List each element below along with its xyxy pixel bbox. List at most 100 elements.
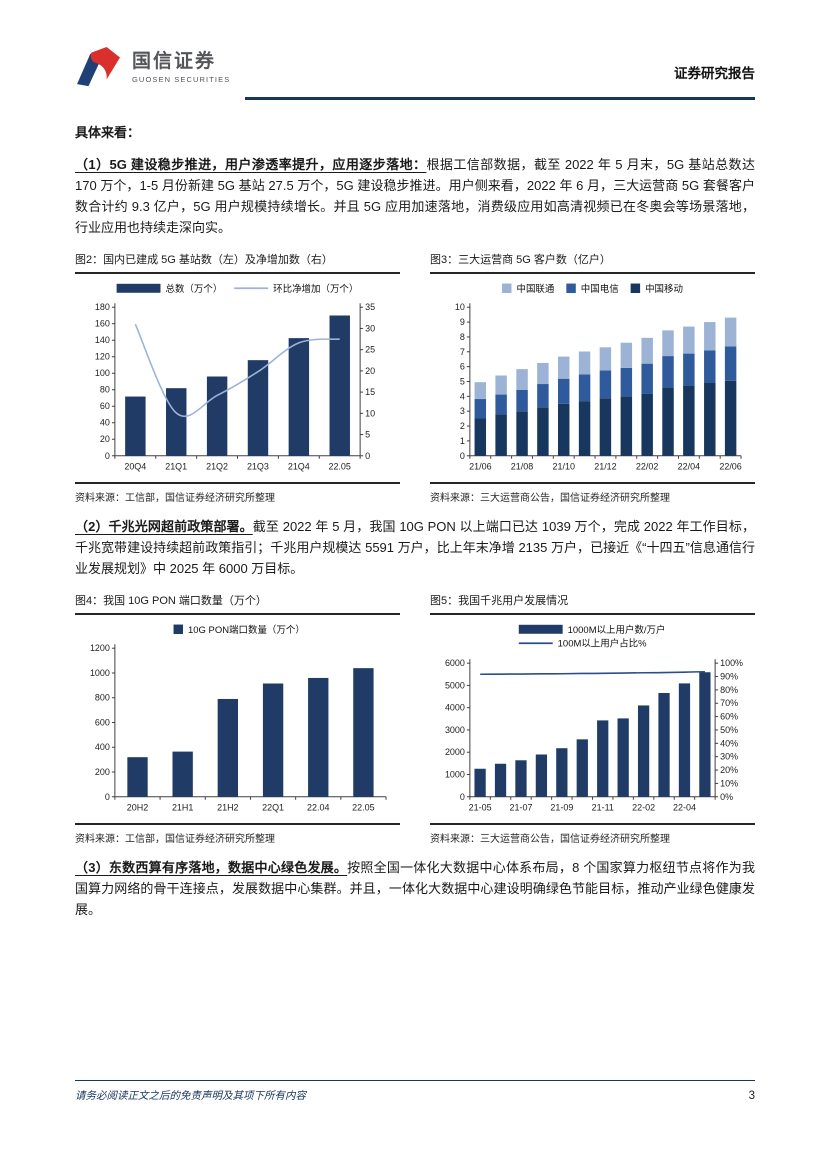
svg-text:60: 60 bbox=[100, 401, 110, 411]
svg-text:21/12: 21/12 bbox=[594, 462, 616, 472]
svg-text:5: 5 bbox=[460, 376, 465, 386]
svg-text:1200: 1200 bbox=[90, 643, 110, 653]
svg-text:40: 40 bbox=[100, 418, 110, 428]
chart-10g-pon-ports: 0 200 400 600 800 1000 1200 20H2 21H1 21H2 22Q1 22.… bbox=[90, 624, 387, 813]
svg-text:22/06: 22/06 bbox=[719, 462, 741, 472]
svg-text:21/06: 21/06 bbox=[469, 462, 491, 472]
svg-text:2000: 2000 bbox=[445, 747, 465, 757]
figure-4: 图4：我国 10G PON 端口数量（万个） 0 200 400 600 800 1000… bbox=[75, 592, 400, 845]
svg-text:200: 200 bbox=[95, 767, 110, 777]
svg-text:21Q4: 21Q4 bbox=[288, 462, 310, 472]
brand-name-en: GUOSEN SECURITIES bbox=[132, 74, 231, 84]
svg-text:20%: 20% bbox=[720, 765, 738, 775]
svg-text:20: 20 bbox=[100, 434, 110, 444]
svg-text:10G PON端口数量（万个）: 10G PON端口数量（万个） bbox=[188, 624, 305, 636]
svg-text:180: 180 bbox=[95, 302, 110, 312]
svg-text:0: 0 bbox=[460, 792, 465, 802]
svg-text:80: 80 bbox=[100, 385, 110, 395]
svg-text:8: 8 bbox=[460, 332, 465, 342]
disclaimer-text: 请务必阅读正文之后的免责声明及其项下所有内容 bbox=[75, 1090, 306, 1102]
svg-text:15: 15 bbox=[365, 387, 375, 397]
svg-text:80%: 80% bbox=[720, 685, 738, 695]
svg-text:10: 10 bbox=[365, 408, 375, 418]
svg-text:22.05: 22.05 bbox=[328, 462, 350, 472]
figure-2-source: 资料来源：工信部，国信证券经济研究所整理 bbox=[75, 482, 400, 504]
chart-5g-base-stations: 0 20 40 60 80 100 120 140 160 180 0 5 10 15 20 25 30 35 20… bbox=[95, 283, 375, 472]
brand-text: 国信证券 GUOSEN SECURITIES bbox=[132, 51, 230, 84]
brand-name-cn: 国信证券 bbox=[132, 50, 217, 72]
report-type-label: 证券研究报告 bbox=[674, 66, 755, 81]
chart-5g-subscribers: 0 1 2 3 4 5 6 7 8 9 10 21/06 21/08 21/10 21/12 22/02 22/… bbox=[455, 283, 742, 472]
svg-text:21Q1: 21Q1 bbox=[165, 462, 187, 472]
svg-text:22/04: 22/04 bbox=[678, 462, 700, 472]
paragraph-datacenter-lead: （3）东数西算有序落地，数据中心绿色发展。 bbox=[75, 860, 348, 875]
svg-text:100: 100 bbox=[95, 368, 110, 378]
svg-text:21Q3: 21Q3 bbox=[247, 462, 269, 472]
figure-row-2: 图4：我国 10G PON 端口数量（万个） 0 200 400 600 800 1000… bbox=[75, 592, 755, 845]
svg-text:0: 0 bbox=[105, 451, 110, 461]
svg-text:3000: 3000 bbox=[445, 725, 465, 735]
svg-text:160: 160 bbox=[95, 319, 110, 329]
svg-text:30%: 30% bbox=[720, 752, 738, 762]
paragraph-gigabit-body: 截至 2022 年 5 月，我国 10G PON 以上端口已达 1039 万个，… bbox=[75, 519, 755, 576]
svg-text:21H2: 21H2 bbox=[217, 803, 238, 813]
paragraph-gigabit-lead: （2）千兆光网超前政策部署。 bbox=[75, 519, 253, 534]
svg-text:40%: 40% bbox=[720, 738, 738, 748]
svg-text:22-02: 22-02 bbox=[632, 803, 655, 813]
paragraph-5g-body: 根据工信部数据，截至 2022 年 5 月末，5G 基站总数达 170 万个，1… bbox=[75, 157, 755, 235]
svg-text:22/02: 22/02 bbox=[636, 462, 658, 472]
svg-text:25: 25 bbox=[365, 345, 375, 355]
page-footer: 请务必阅读正文之后的免责声明及其项下所有内容 3 bbox=[75, 1080, 755, 1103]
svg-text:1000M以上用户数/万户: 1000M以上用户数/万户 bbox=[568, 624, 666, 636]
svg-text:5000: 5000 bbox=[445, 680, 465, 690]
paragraph-5g: （1）5G 建设稳步推进，用户渗透率提升，应用逐步落地：根据工信部数据，截至 2… bbox=[75, 154, 755, 238]
svg-text:60%: 60% bbox=[720, 712, 738, 722]
paragraph-gigabit: （2）千兆光网超前政策部署。截至 2022 年 5 月，我国 10G PON 以… bbox=[75, 516, 755, 579]
figure-3-source: 资料来源：三大运营商公告，国信证券经济研究所整理 bbox=[430, 482, 755, 504]
svg-text:0: 0 bbox=[365, 451, 370, 461]
svg-text:21H1: 21H1 bbox=[172, 803, 193, 813]
svg-text:9: 9 bbox=[460, 317, 465, 327]
svg-text:3: 3 bbox=[460, 406, 465, 416]
guosen-logo-icon bbox=[77, 46, 120, 87]
svg-text:35: 35 bbox=[365, 302, 375, 312]
figure-4-title: 图4：我国 10G PON 端口数量（万个） bbox=[75, 592, 400, 615]
figure-5-title: 图5：我国千兆用户发展情况 bbox=[430, 592, 755, 615]
figure-4-source: 资料来源：工信部，国信证券经济研究所整理 bbox=[75, 823, 400, 845]
figure-row-1: 图2：国内已建成 5G 基站数（左）及净增加数（右） 0 20 40 60 80 100 1… bbox=[75, 251, 755, 504]
svg-text:21-09: 21-09 bbox=[550, 803, 573, 813]
svg-text:20H2: 20H2 bbox=[127, 803, 148, 813]
svg-text:400: 400 bbox=[95, 742, 110, 752]
page-number: 3 bbox=[748, 1090, 755, 1102]
intro-text: 具体来看： bbox=[75, 125, 141, 140]
svg-text:21Q2: 21Q2 bbox=[206, 462, 228, 472]
svg-text:环比净增加（万个）: 环比净增加（万个） bbox=[273, 283, 358, 295]
figure-3: 图3：三大运营商 5G 客户数（亿户） 0 1 2 3 4 5 6 7 8 9 10 21/06 21/… bbox=[430, 251, 755, 504]
svg-text:中国联通: 中国联通 bbox=[516, 283, 554, 295]
svg-text:100%: 100% bbox=[720, 658, 743, 668]
svg-text:中国移动: 中国移动 bbox=[645, 283, 683, 295]
svg-text:800: 800 bbox=[95, 693, 110, 703]
svg-text:100M以上用户占比%: 100M以上用户占比% bbox=[558, 638, 647, 650]
figure-5: 图5：我国千兆用户发展情况 0 1000 2000 3000 4000 5000 6000 0… bbox=[430, 592, 755, 845]
figure-5-source: 资料来源：三大运营商公告，国信证券经济研究所整理 bbox=[430, 823, 755, 845]
paragraph-5g-lead: （1）5G 建设稳步推进，用户渗透率提升，应用逐步落地： bbox=[75, 157, 427, 172]
brand-logo: 国信证券 GUOSEN SECURITIES bbox=[75, 46, 230, 88]
svg-text:21-11: 21-11 bbox=[592, 803, 614, 813]
svg-text:0%: 0% bbox=[720, 792, 733, 802]
svg-text:中国电信: 中国电信 bbox=[581, 283, 619, 295]
svg-text:6000: 6000 bbox=[445, 658, 465, 668]
svg-text:20: 20 bbox=[365, 366, 375, 376]
svg-text:总数（万个）: 总数（万个） bbox=[165, 283, 222, 295]
svg-text:120: 120 bbox=[95, 352, 110, 362]
svg-text:5: 5 bbox=[365, 430, 370, 440]
svg-text:0: 0 bbox=[105, 792, 110, 802]
svg-text:50%: 50% bbox=[720, 725, 738, 735]
svg-text:21-07: 21-07 bbox=[510, 803, 533, 813]
figure-2-title: 图2：国内已建成 5G 基站数（左）及净增加数（右） bbox=[75, 251, 400, 274]
svg-text:7: 7 bbox=[460, 347, 465, 357]
svg-text:21/10: 21/10 bbox=[553, 462, 575, 472]
paragraph-datacenter: （3）东数西算有序落地，数据中心绿色发展。按照全国一体化大数据中心体系布局，8 … bbox=[75, 857, 755, 920]
svg-text:22.04: 22.04 bbox=[307, 803, 329, 813]
